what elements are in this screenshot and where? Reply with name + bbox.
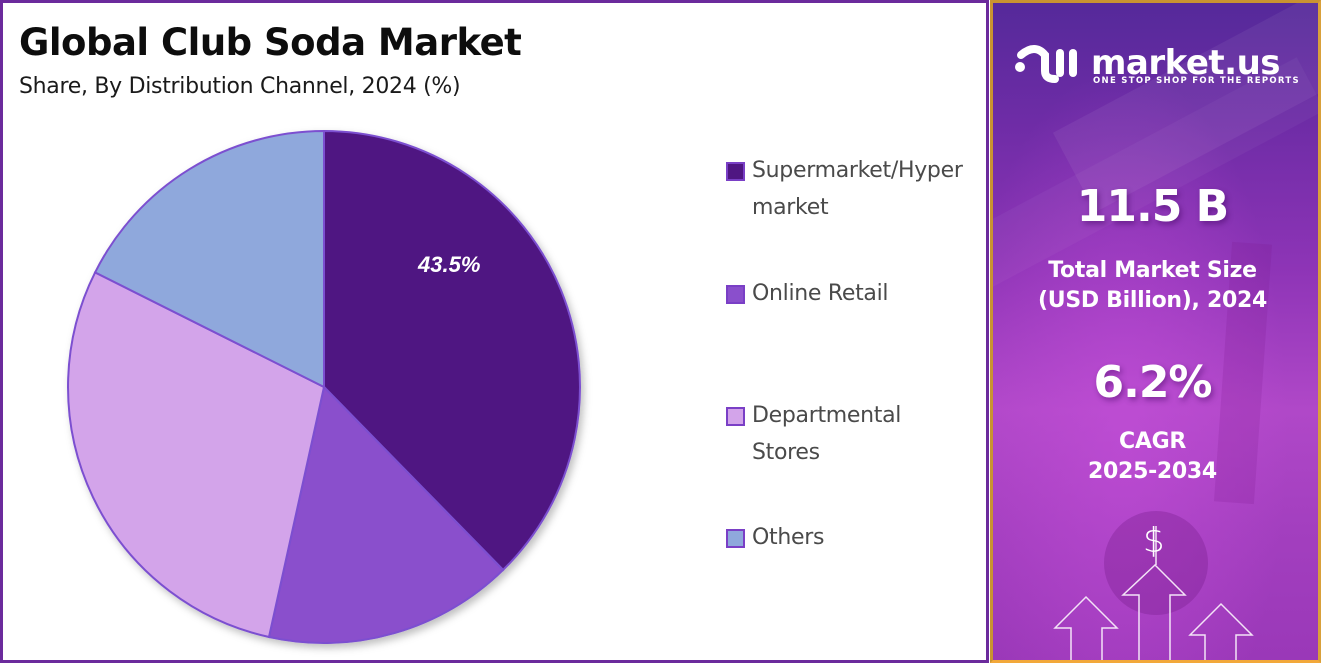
slice-label-supermarket: 43.5% xyxy=(418,252,481,277)
brand-tagline: ONE STOP SHOP FOR THE REPORTS xyxy=(1093,76,1300,86)
logo-icon xyxy=(1015,45,1077,83)
legend-swatch-online-retail xyxy=(726,285,745,304)
legend-label: Others xyxy=(752,525,825,550)
legend-swatch-departmental-stores xyxy=(726,407,745,426)
cagr-label-line2: 2025-2034 xyxy=(1088,459,1217,484)
pie-slice-departmental-stores[interactable] xyxy=(67,271,326,639)
legend-label: Supermarket/Hypermarket xyxy=(752,158,963,220)
legend-item-departmental-stores[interactable]: Departmental Stores xyxy=(726,402,952,471)
legend-swatch-supermarket xyxy=(726,162,745,181)
chart-subtitle: Share, By Distribution Channel, 2024 (%) xyxy=(19,74,461,99)
pie-slice-others[interactable] xyxy=(93,129,325,389)
brand-name: market.us xyxy=(1091,43,1281,83)
chart-title: Global Club Soda Market xyxy=(19,21,522,64)
legend-swatch-others xyxy=(726,529,745,548)
legend-item-others[interactable]: Others xyxy=(726,524,977,556)
pie-slice-online-retail[interactable] xyxy=(267,384,505,644)
dollar-icon: $ xyxy=(1143,521,1165,561)
summary-panel: market.us ONE STOP SHOP FOR THE REPORTS … xyxy=(990,0,1321,663)
legend-label: Departmental Stores xyxy=(752,403,902,465)
market-size-label-line1: Total Market Size xyxy=(1048,258,1257,283)
pie-slice-supermarket[interactable] xyxy=(323,129,581,572)
cagr-value: 6.2% xyxy=(1093,357,1212,408)
growth-arrows-icon xyxy=(1053,511,1254,660)
market-size-label-line2: (USD Billion), 2024 xyxy=(1038,288,1267,313)
legend-item-online-retail[interactable]: Online Retail xyxy=(726,280,977,312)
brand-logo[interactable]: market.us ONE STOP SHOP FOR THE REPORTS xyxy=(1013,41,1313,91)
pie-chart xyxy=(67,129,581,644)
legend-label: Online Retail xyxy=(752,281,889,306)
market-size-value: 11.5 B xyxy=(1076,181,1229,232)
cagr-label-line1: CAGR xyxy=(1119,429,1186,454)
legend-item-supermarket[interactable]: Supermarket/Hypermarket xyxy=(726,157,977,226)
